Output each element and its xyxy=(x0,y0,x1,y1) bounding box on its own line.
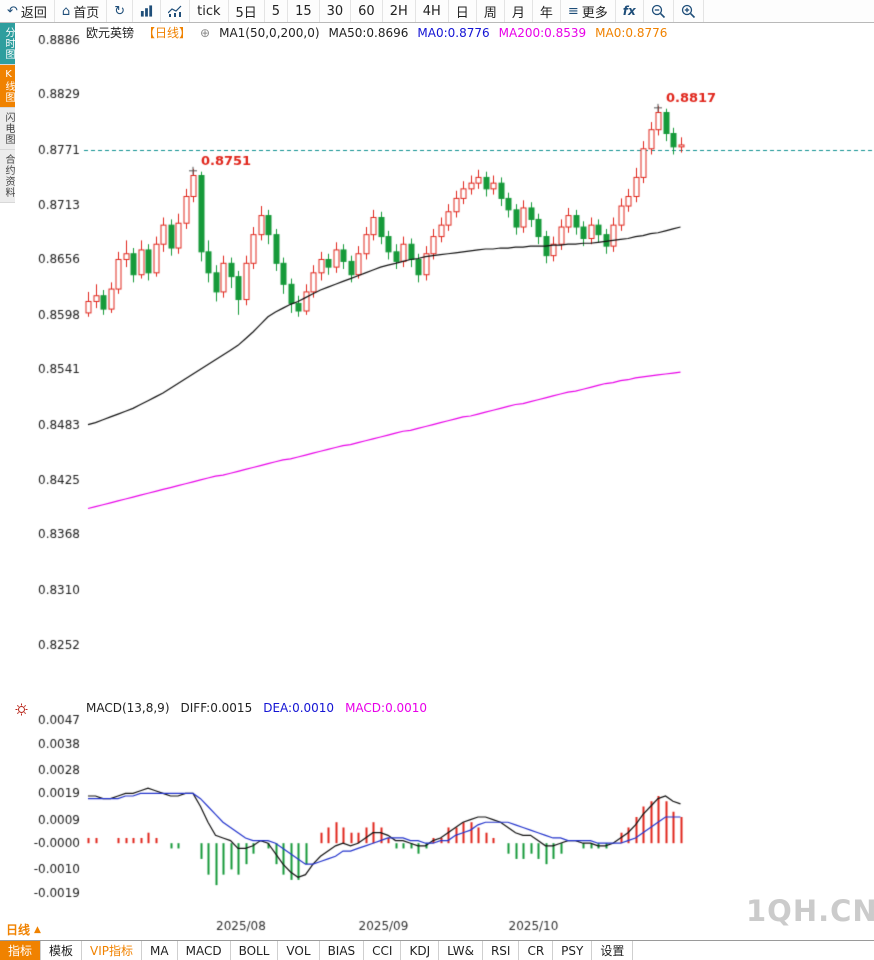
bottom-tab-cr[interactable]: CR xyxy=(519,941,554,960)
bottom-tab-cci[interactable]: CCI xyxy=(364,941,402,960)
bottom-tab-settings[interactable]: 设置 xyxy=(592,941,634,960)
macd-diff-value: DIFF:0.0015 xyxy=(180,701,253,715)
watermark: 1QH.CN xyxy=(746,894,874,928)
toolbar-week-label: 周 xyxy=(483,5,497,21)
period-selector[interactable]: 日线 ▲ xyxy=(6,921,41,938)
toolbar-60m-label: 60 xyxy=(358,3,375,19)
indicator-settings-icon[interactable] xyxy=(15,703,28,716)
refresh-icon: ↻ xyxy=(114,3,126,19)
menu-icon: ≡ xyxy=(567,3,579,19)
toolbar-year-label: 年 xyxy=(539,5,553,21)
ma200-value: MA200:0.8539 xyxy=(498,25,587,40)
bottom-tab-template[interactable]: 模板 xyxy=(41,941,83,960)
macd-macd-value: MACD:0.0010 xyxy=(345,701,428,715)
macd-title: MACD(13,8,9) xyxy=(86,701,170,715)
zoom-out-icon xyxy=(651,4,666,19)
toolbar-week[interactable]: 周 xyxy=(477,0,505,22)
sidebar-item-lightning-chart[interactable]: 闪电图 xyxy=(0,108,15,150)
toolbar-2h[interactable]: 2H xyxy=(383,0,416,22)
bottom-tab-vol[interactable]: VOL xyxy=(278,941,320,960)
toolbar-more[interactable]: ≡ 更多 xyxy=(561,0,616,22)
fx-icon: fx xyxy=(622,4,636,18)
macd-header: MACD(13,8,9) DIFF:0.0015 DEA:0.0010 MACD… xyxy=(86,701,427,715)
zoom-in-icon xyxy=(681,4,696,19)
toolbar-5m-label: 5 xyxy=(271,3,281,19)
toolbar-tick[interactable]: tick xyxy=(190,0,229,22)
toolbar-zoom-out[interactable] xyxy=(644,0,674,22)
toolbar-5d-label: 5日 xyxy=(235,5,257,21)
toolbar-day-label: 日 xyxy=(455,5,469,21)
left-sidebar: 分时图 K线图 闪电图 合约资料 xyxy=(0,23,15,203)
ma50-value: MA50:0.8696 xyxy=(328,25,409,40)
toolbar-refresh[interactable]: ↻ xyxy=(107,0,134,22)
toolbar-30m[interactable]: 30 xyxy=(320,0,352,22)
bottom-tab-ma[interactable]: MA xyxy=(142,941,178,960)
toolbar-15m[interactable]: 15 xyxy=(288,0,320,22)
bottom-tab-boll[interactable]: BOLL xyxy=(231,941,279,960)
toolbar-home-label: 首页 xyxy=(73,5,100,21)
ma-params: MA1(50,0,200,0) xyxy=(219,25,320,40)
chart-header: 欧元英镑 【日线】 ⊕ MA1(50,0,200,0) MA50:0.8696 … xyxy=(86,24,667,41)
toolbar-15m-label: 15 xyxy=(295,3,312,19)
toolbar-back[interactable]: ↶ 返回 xyxy=(0,0,55,22)
ma0-orange-value: MA0:0.8776 xyxy=(595,25,668,40)
toolbar-month[interactable]: 月 xyxy=(505,0,533,22)
back-arrow-icon: ↶ xyxy=(7,3,18,19)
symbol-name: 欧元英镑 xyxy=(86,26,135,40)
bottom-tab-indicator[interactable]: 指标 xyxy=(0,941,42,960)
toolbar-month-label: 月 xyxy=(511,5,525,21)
sidebar-item-kline-chart[interactable]: K线图 xyxy=(0,65,15,108)
toolbar-2h-label: 2H xyxy=(389,3,408,19)
toolbar-home[interactable]: ⌂ 首页 xyxy=(55,0,108,22)
bottom-tab-macd[interactable]: MACD xyxy=(178,941,231,960)
bottom-tab-vip-indicator[interactable]: VIP指标 xyxy=(82,941,143,960)
toolbar-30m-label: 30 xyxy=(326,3,344,19)
toolbar-5d[interactable]: 5日 xyxy=(229,0,265,22)
toolbar-5m[interactable]: 5 xyxy=(265,0,289,22)
toolbar-60m[interactable]: 60 xyxy=(351,0,383,22)
toolbar-back-label: 返回 xyxy=(20,5,47,21)
bottom-tab-psy[interactable]: PSY xyxy=(553,941,593,960)
price-macd-chart-canvas[interactable] xyxy=(0,35,874,940)
toolbar-fx[interactable]: fx xyxy=(616,0,644,22)
toolbar-zoom-in[interactable] xyxy=(674,0,704,22)
ma0-blue-value: MA0:0.8776 xyxy=(417,25,490,40)
add-indicator-icon[interactable]: ⊕ xyxy=(200,25,211,40)
sidebar-item-time-chart[interactable]: 分时图 xyxy=(0,23,15,65)
toolbar-day[interactable]: 日 xyxy=(449,0,477,22)
macd-dea-value: DEA:0.0010 xyxy=(263,701,335,715)
bottom-tab-bias[interactable]: BIAS xyxy=(320,941,365,960)
toolbar-tick-label: tick xyxy=(197,3,221,19)
bottom-tab-kdj[interactable]: KDJ xyxy=(401,941,440,960)
volume-bars-icon xyxy=(168,5,182,17)
toolbar-chart-type-bar[interactable] xyxy=(133,0,162,22)
toolbar-4h[interactable]: 4H xyxy=(416,0,449,22)
bottom-tab-rsi[interactable]: RSI xyxy=(483,941,520,960)
chevron-up-icon: ▲ xyxy=(34,924,41,935)
period-tag[interactable]: 【日线】 xyxy=(143,26,192,40)
bottom-tab-lwr[interactable]: LW& xyxy=(439,941,483,960)
toolbar-year[interactable]: 年 xyxy=(533,0,561,22)
toolbar-4h-label: 4H xyxy=(422,3,441,19)
top-toolbar: ↶ 返回 ⌂ 首页 ↻ tick 5日 5 15 30 60 2H 4H 日周月年 ≡ 更多 fx xyxy=(0,0,874,23)
bottom-toolbar: 指标 模板 VIP指标 MA MACD BOLL VOL BIAS CCI KDJ LW& RSI CR… xyxy=(0,940,874,960)
bar-chart-icon xyxy=(140,5,153,17)
toolbar-chart-type-volume[interactable] xyxy=(161,0,191,22)
sidebar-item-contract-info[interactable]: 合约资料 xyxy=(0,150,15,203)
period-selector-label: 日线 xyxy=(6,923,31,937)
toolbar-more-label: 更多 xyxy=(581,5,608,21)
home-icon: ⌂ xyxy=(61,3,71,19)
